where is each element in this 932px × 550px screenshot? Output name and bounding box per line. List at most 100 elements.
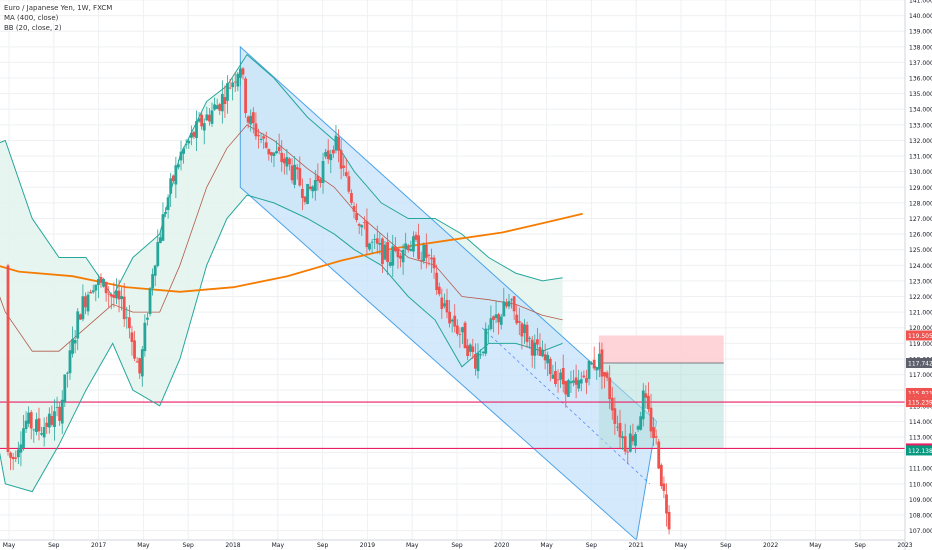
symbol-title: Euro / Japanese Yen, 1W, FXCM	[4, 4, 113, 12]
candle-body	[618, 422, 622, 438]
candle-body	[504, 302, 508, 307]
y-tick-label: 109.000	[909, 497, 932, 504]
candle-body	[86, 294, 90, 312]
candle-body	[484, 328, 488, 354]
candle-body	[16, 449, 20, 458]
candle-body	[65, 372, 69, 374]
candle-body	[662, 483, 666, 491]
y-tick-label: 122.000	[909, 294, 932, 301]
candle-body	[458, 333, 462, 335]
candle-body	[156, 242, 160, 266]
candle-body	[631, 435, 635, 442]
candle-body	[200, 114, 204, 127]
candle-body	[334, 135, 338, 151]
candle-body	[443, 303, 446, 307]
candle-body	[432, 257, 436, 269]
candle-body	[58, 406, 62, 421]
candle-body	[659, 464, 663, 487]
y-tick-label: 139.000	[909, 29, 932, 36]
price-badge	[906, 357, 932, 368]
candle-body	[313, 180, 317, 191]
candle-body	[378, 243, 382, 245]
candle-body	[151, 274, 155, 289]
regression-channel	[239, 45, 658, 541]
price-badge	[906, 445, 932, 456]
candle-body	[634, 434, 637, 446]
candle-body	[311, 186, 315, 192]
candle-body	[308, 186, 312, 189]
candle-body	[84, 296, 87, 308]
candle-body	[47, 413, 51, 428]
candle-body	[582, 375, 586, 378]
candle-body	[541, 349, 544, 357]
candle-body	[453, 315, 457, 327]
candle-body	[639, 416, 643, 430]
candle-body	[616, 426, 619, 428]
candle-body	[11, 456, 15, 460]
candle-body	[197, 118, 201, 122]
candle-body	[267, 148, 271, 155]
y-tick-label: 132.000	[909, 138, 932, 145]
candle-body	[231, 82, 235, 88]
candle-body	[202, 123, 206, 131]
candle-body	[613, 408, 617, 424]
candle-body	[401, 249, 405, 263]
candle-body	[249, 115, 253, 125]
candle-body	[138, 358, 142, 374]
candle-body	[548, 358, 552, 375]
candle-body	[468, 344, 472, 352]
candle-body	[91, 290, 95, 293]
candle-body	[489, 318, 493, 330]
candle-body	[412, 236, 415, 252]
y-tick-label: 125.000	[909, 247, 932, 254]
candle-body	[71, 339, 74, 354]
candle-body	[257, 135, 260, 137]
candle-body	[6, 265, 10, 453]
candle-body	[127, 317, 131, 329]
candle-body	[239, 68, 242, 78]
candle-body	[388, 262, 392, 266]
candle-body	[647, 395, 650, 410]
candle-body	[481, 351, 485, 354]
candle-body	[628, 433, 632, 452]
candle-body	[290, 165, 294, 181]
x-tick-label: 2022	[763, 542, 778, 549]
candle-body	[140, 349, 144, 377]
x-tick-label: May	[675, 542, 688, 549]
candle-body	[652, 427, 655, 439]
candle-body	[272, 152, 276, 157]
candle-body	[37, 418, 41, 432]
candle-body	[331, 149, 335, 154]
candle-body	[391, 246, 395, 266]
candle-body	[251, 112, 255, 124]
y-tick-label: 113.000	[909, 434, 932, 441]
candle-body	[158, 237, 162, 243]
price-badge	[906, 387, 932, 398]
candle-body	[60, 399, 64, 424]
x-tick-label: Sep	[720, 542, 732, 549]
y-tick-label: 136.000	[909, 76, 932, 83]
bb-upper-line	[0, 53, 563, 298]
candle-body	[195, 121, 198, 138]
candle-body	[368, 243, 371, 250]
candle-body	[208, 114, 211, 122]
ma-indicator-label: MA (400, close)	[4, 14, 59, 22]
candle-body	[300, 188, 304, 198]
y-tick-label: 140.000	[909, 13, 932, 20]
x-tick-label: 2020	[494, 542, 509, 549]
candle-body	[337, 137, 340, 151]
candle-body	[295, 167, 299, 170]
x-tick-label: 2017	[91, 542, 106, 549]
candle-body	[125, 317, 129, 319]
candle-body	[94, 284, 98, 291]
candle-body	[293, 164, 297, 185]
candle-body	[396, 248, 400, 258]
candle-body	[523, 324, 526, 333]
candle-body	[370, 241, 374, 243]
candle-body	[430, 257, 433, 260]
candle-body	[27, 412, 31, 424]
candle-body	[502, 301, 506, 317]
candle-body	[597, 353, 601, 370]
